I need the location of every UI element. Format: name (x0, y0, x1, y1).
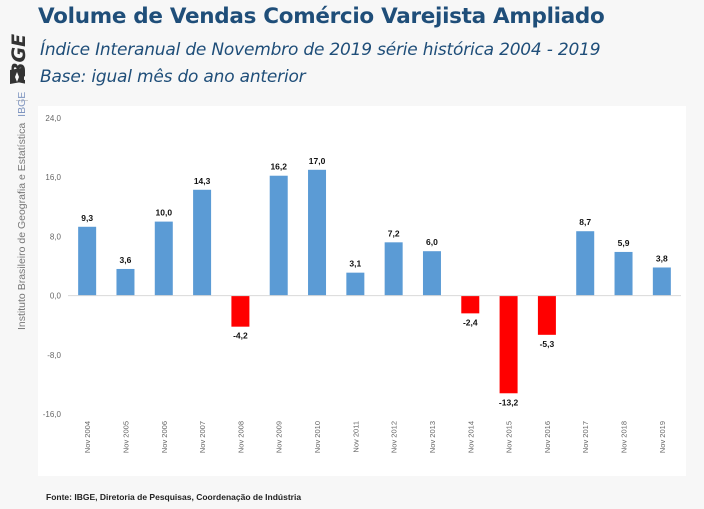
value-label: 9,3 (81, 213, 93, 223)
y-axis: 24,0 16,0 8,0 0,0 -8,0 -16,0 (43, 114, 62, 419)
value-label: 17,0 (309, 156, 326, 166)
bar-nov-2008 (231, 295, 250, 327)
x-tick-label: Nov 2018 (620, 421, 629, 453)
x-axis: Nov 2004 Nov 2005 Nov 2006 Nov 2007 Nov 2008… (83, 421, 667, 453)
bar-nov-2005 (116, 268, 135, 296)
bar-nov-2006 (154, 221, 173, 296)
y-tick-label: 24,0 (45, 114, 61, 123)
x-tick-label: Nov 2011 (351, 421, 360, 453)
x-tick-label: Nov 2004 (83, 421, 92, 453)
value-label: 3,8 (656, 253, 668, 263)
x-tick-label: Nov 2014 (466, 421, 475, 453)
bar-nov-2012 (384, 242, 403, 296)
value-label: 16,2 (270, 162, 287, 172)
bar-nov-2019 (652, 267, 671, 296)
y-tick-label: -16,0 (43, 410, 62, 419)
value-label: 5,9 (618, 238, 630, 248)
y-tick-label: 16,0 (45, 173, 61, 182)
base-note: Base: igual mês do ano anterior (40, 67, 306, 87)
bars (78, 169, 671, 394)
bar-nov-2004 (78, 226, 97, 296)
bar-nov-2015 (499, 295, 518, 394)
bar-nov-2007 (193, 189, 212, 296)
value-label: 7,2 (388, 228, 400, 238)
x-tick-label: Nov 2019 (658, 421, 667, 453)
bar-nov-2017 (576, 231, 595, 296)
value-label: -2,4 (463, 317, 478, 327)
bar-nov-2010 (308, 169, 327, 296)
bar-nov-2018 (614, 251, 633, 296)
logo-emblem-icon (10, 67, 24, 84)
value-label: 3,1 (349, 259, 361, 269)
ibge-logo: IBGE (6, 8, 30, 90)
value-labels: 9,3 3,6 10,0 14,3 -4,2 16,2 17,0 3,1 7,2 6,0 -2,4 -… (81, 156, 668, 407)
y-tick-label: -8,0 (47, 351, 61, 360)
x-tick-label: Nov 2009 (275, 421, 284, 453)
x-tick-label: Nov 2017 (581, 421, 590, 453)
x-tick-label: Nov 2015 (505, 421, 514, 453)
page-subtitle: Índice Interanual de Novembro de 2019 sé… (40, 40, 601, 60)
x-tick-label: Nov 2013 (428, 421, 437, 453)
x-tick-label: Nov 2010 (313, 421, 322, 453)
bar-nov-2016 (537, 295, 556, 335)
x-tick-label: Nov 2007 (198, 421, 207, 453)
value-label: 6,0 (426, 237, 438, 247)
value-label: 10,0 (156, 208, 173, 218)
bar-nov-2013 (422, 251, 441, 296)
value-label: 14,3 (194, 176, 211, 186)
value-label: 3,6 (120, 255, 132, 265)
value-label: 8,7 (579, 217, 591, 227)
y-tick-label: 8,0 (50, 232, 62, 241)
divider (16, 100, 28, 101)
value-label: -5,3 (540, 339, 555, 349)
x-tick-label: Nov 2008 (236, 421, 245, 453)
y-tick-label: 0,0 (50, 292, 62, 301)
source-note: Fonte: IBGE, Diretoria de Pesquisas, Coo… (46, 492, 302, 502)
x-tick-label: Nov 2005 (121, 421, 130, 453)
bar-nov-2011 (346, 272, 365, 296)
page-title: Volume de Vendas Comércio Varejista Ampl… (38, 4, 605, 29)
x-tick-label: Nov 2006 (160, 421, 169, 453)
bar-nov-2014 (461, 295, 480, 314)
x-tick-label: Nov 2016 (543, 421, 552, 453)
value-label: -13,2 (499, 397, 519, 407)
value-label: -4,2 (233, 331, 248, 341)
bar-nov-2009 (269, 175, 288, 296)
x-tick-label: Nov 2012 (390, 421, 399, 453)
